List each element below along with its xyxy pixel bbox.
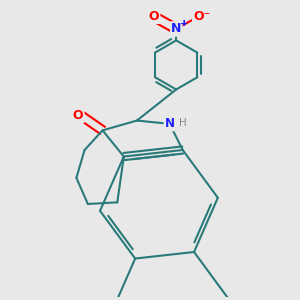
Text: +: + <box>180 19 187 28</box>
Text: N: N <box>171 22 181 35</box>
Text: O: O <box>73 109 83 122</box>
Text: O: O <box>148 10 159 23</box>
Text: H: H <box>179 118 187 128</box>
Text: O⁻: O⁻ <box>193 10 210 23</box>
Text: O: O <box>73 109 83 122</box>
Text: +: + <box>180 19 187 28</box>
Text: O⁻: O⁻ <box>193 10 210 23</box>
Text: N: N <box>171 22 181 35</box>
Text: O: O <box>148 10 159 23</box>
Text: N: N <box>165 117 175 130</box>
